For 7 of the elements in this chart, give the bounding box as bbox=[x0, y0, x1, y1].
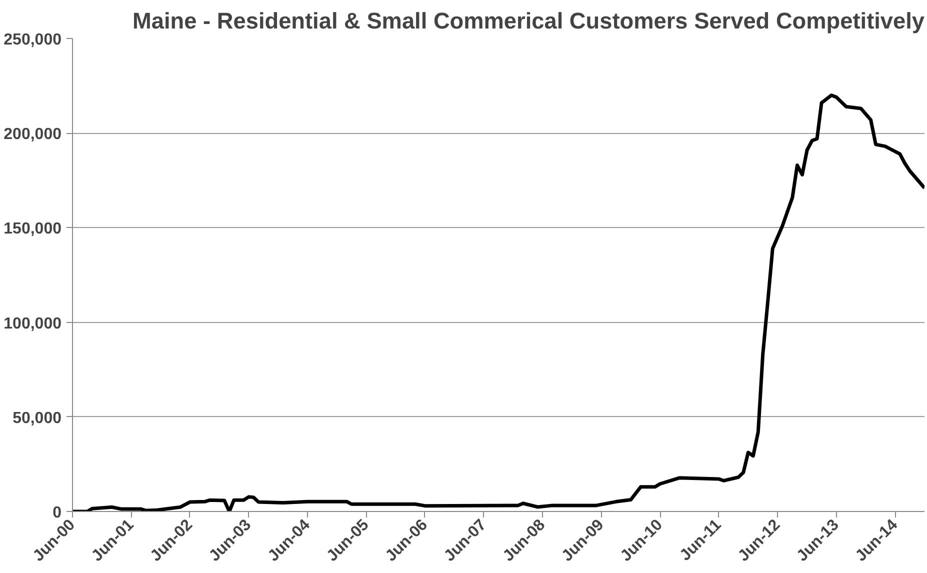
y-tick-label: 100,000 bbox=[4, 315, 62, 332]
chart-title: Maine - Residential & Small Commerical Customers Served Competitively bbox=[132, 8, 925, 34]
y-tick-label: 200,000 bbox=[4, 126, 62, 144]
y-tick-label: 250,000 bbox=[4, 32, 62, 48]
y-tick-label: 50,000 bbox=[12, 410, 62, 427]
y-tick-label: 0 bbox=[52, 504, 62, 522]
y-tick-label: 150,000 bbox=[4, 220, 62, 238]
